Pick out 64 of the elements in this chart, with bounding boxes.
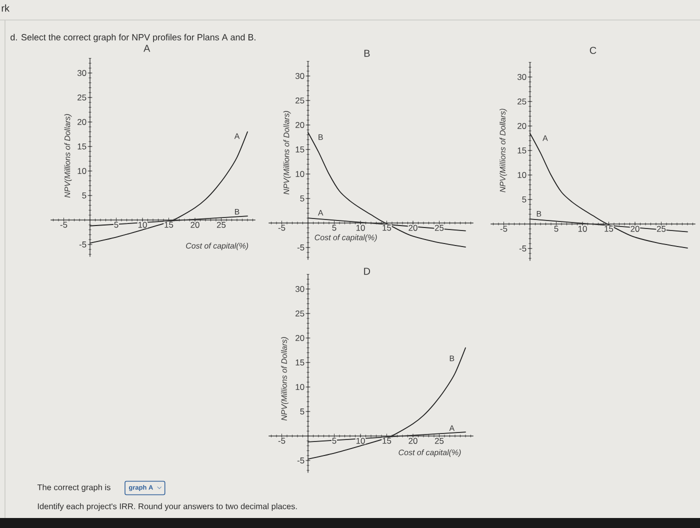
y-tick-label: 20 [296, 335, 304, 341]
x-tick-label: 20 [190, 222, 200, 228]
x-tick-label: -5 [278, 224, 286, 231]
x-tick-label: 25 [656, 226, 666, 232]
x-tick-label: 5 [332, 438, 336, 444]
text: d. Select the correct graph for NPV profiles for Plans A and B. [10, 34, 256, 42]
y-tick-label: 25 [518, 98, 526, 104]
y-tick-label: 30 [295, 73, 304, 79]
y-tick-label: 15 [296, 360, 304, 366]
y-tick-label: 15 [78, 144, 86, 150]
x-tick-label: 25 [434, 224, 444, 231]
text: Identify each project's IRR. Round your answers to two decimal places. [38, 503, 297, 511]
y-tick-label: 5 [300, 408, 304, 414]
line-series [530, 132, 688, 248]
x-tick-label: 20 [408, 438, 418, 444]
x-tick-label: 15 [604, 226, 614, 232]
y-tick-label: 20 [78, 119, 86, 125]
y-tick-label: 5 [300, 196, 304, 202]
y-tick-label: 25 [78, 94, 86, 100]
x-tick-label: 15 [382, 438, 392, 444]
x-tick-label: 5 [114, 222, 118, 228]
x-tick-label: 20 [630, 226, 640, 232]
y-tick-label: 30 [295, 286, 304, 292]
x-tick-label: 10 [138, 222, 147, 228]
text: rk [2, 4, 10, 12]
x-tick-label: 10 [356, 224, 365, 231]
y-tick-label: 25 [296, 98, 304, 104]
y-tick-label: -5 [297, 244, 304, 250]
x-tick-label: 20 [408, 224, 418, 231]
x-tick-label: -5 [278, 438, 286, 444]
x-tick-label: 5 [554, 226, 558, 232]
y-tick-label: 15 [518, 148, 526, 154]
text: The correct graph is [37, 484, 110, 492]
y-tick-label: 25 [296, 310, 304, 316]
x-tick-label: 25 [216, 222, 226, 228]
x-tick-label: -5 [500, 226, 508, 232]
y-tick-label: -5 [297, 458, 304, 464]
y-tick-label: 30 [517, 74, 526, 80]
y-tick-label: 5 [82, 192, 86, 198]
y-tick-label: 15 [296, 146, 304, 152]
y-tick-label: 10 [296, 171, 304, 177]
x-tick-label: 10 [356, 438, 365, 444]
y-tick-label: 30 [77, 70, 86, 76]
chart-title: B [364, 50, 370, 57]
chart-title: C [590, 46, 596, 54]
chart-title: A [144, 44, 150, 52]
x-tick-label: 25 [434, 438, 444, 444]
x-tick-label: -5 [60, 222, 68, 228]
y-tick-label: -5 [519, 246, 526, 252]
y-tick-label: 5 [522, 196, 526, 202]
line-series [308, 132, 466, 248]
x-tick-label: 15 [382, 224, 392, 231]
line-series [308, 347, 466, 460]
x-tick-label: 5 [332, 224, 336, 231]
chart-title: D [364, 268, 370, 275]
x-tick-label: 15 [164, 222, 174, 228]
y-tick-label: 10 [78, 168, 86, 174]
y-tick-label: 10 [296, 384, 304, 390]
y-tick-label: 20 [518, 123, 526, 129]
y-tick-label: 20 [296, 122, 304, 128]
y-tick-label: -5 [79, 242, 86, 248]
line-series [90, 131, 248, 244]
x-tick-label: 10 [578, 226, 587, 232]
y-tick-label: 10 [518, 172, 526, 178]
